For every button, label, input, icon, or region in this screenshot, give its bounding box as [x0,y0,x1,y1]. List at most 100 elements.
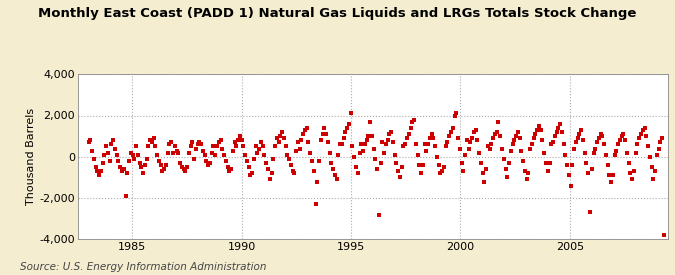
Point [140,163,151,167]
Point [207,150,217,155]
Point [83,140,94,145]
Point [504,161,514,165]
Point [127,152,138,157]
Point [553,126,564,130]
Point [542,169,553,174]
Point [187,140,198,145]
Point [500,167,511,171]
Point [475,161,486,165]
Point [298,132,308,136]
Point [358,148,369,153]
Point [268,157,279,161]
Point [569,146,580,151]
Point [117,169,128,174]
Point [440,144,451,148]
Point [199,152,210,157]
Point [605,179,616,184]
Point [655,140,666,145]
Point [484,146,495,151]
Point [426,132,437,136]
Point [583,171,593,175]
Point [138,171,148,175]
Point [564,173,574,178]
Point [350,165,361,169]
Point [520,169,531,174]
Point [486,142,497,147]
Point [113,159,124,163]
Point [238,144,249,148]
Point [243,165,254,169]
Point [306,159,317,163]
Point [502,175,513,180]
Point [421,148,432,153]
Point [198,148,209,153]
Point [215,138,226,142]
Point [323,140,333,145]
Point [381,142,392,147]
Point [280,144,291,148]
Point [211,144,222,148]
Point [144,138,155,142]
Point [613,142,624,147]
Point [305,150,316,155]
Point [590,146,601,151]
Point [565,183,576,188]
Point [161,163,171,167]
Point [518,159,529,163]
Point [402,136,412,140]
Point [451,111,462,116]
Point [106,142,117,147]
Point [462,138,472,142]
Point [337,142,348,147]
Point [173,150,184,155]
Point [148,136,159,140]
Point [85,138,96,142]
Point [189,157,200,161]
Point [551,130,562,134]
Point [535,128,546,132]
Point [347,144,358,148]
Point [604,173,615,178]
Point [410,142,421,147]
Point [567,163,578,167]
Point [391,161,402,165]
Point [310,202,321,206]
Point [233,138,244,142]
Point [245,173,256,178]
Point [247,171,258,175]
Point [614,138,625,142]
Point [425,136,435,140]
Point [627,177,638,182]
Point [570,140,581,145]
Point [453,136,464,140]
Point [645,155,655,159]
Point [444,134,455,138]
Point [382,138,393,142]
Point [225,167,236,171]
Point [616,134,627,138]
Point [167,150,178,155]
Point [190,146,201,151]
Point [636,132,647,136]
Point [516,148,526,153]
Point [326,161,337,165]
Point [512,130,523,134]
Point [405,126,416,130]
Point [132,152,143,157]
Point [162,150,173,155]
Point [549,134,560,138]
Point [560,152,571,157]
Point [277,130,288,134]
Point [205,161,215,165]
Point [431,155,442,159]
Point [169,144,180,148]
Point [458,169,468,174]
Point [321,132,331,136]
Point [395,175,406,180]
Point [483,144,493,148]
Point [372,167,383,171]
Point [657,136,668,140]
Text: Monthly East Coast (PADD 1) Natural Gas Liquids and LRGs Totals Stock Change: Monthly East Coast (PADD 1) Natural Gas … [38,7,637,20]
Point [248,157,259,161]
Point [541,161,551,165]
